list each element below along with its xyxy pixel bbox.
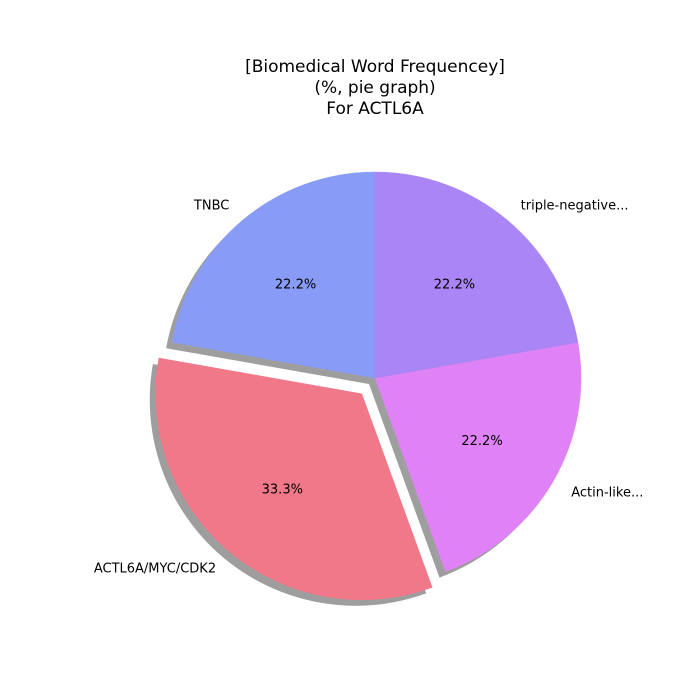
pie-slice-actin-like: [374, 341, 582, 572]
slice-percent-actin-like: 22.2%: [461, 434, 502, 449]
pie-slice-actl6a-myc-cdk2: [155, 357, 433, 601]
chart-title-line-1: [Biomedical Word Frequencey]: [245, 57, 505, 77]
slice-label-triple-negative: triple-negative...: [521, 198, 629, 213]
slice-percent-actl6a-myc-cdk2: 33.3%: [262, 482, 303, 497]
pie-slices: [155, 171, 582, 601]
chart-title-line-3: For ACTL6A: [326, 99, 424, 119]
slice-label-actin-like: Actin-like...: [571, 485, 643, 500]
slice-percent-tnbc: 22.2%: [275, 277, 316, 292]
slice-label-tnbc: TNBC: [193, 198, 229, 213]
slice-percent-triple-negative: 22.2%: [434, 277, 475, 292]
chart-title-line-2: (%, pie graph): [314, 78, 435, 98]
pie-slice-tnbc: [171, 171, 376, 379]
chart-title: [Biomedical Word Frequencey] (%, pie gra…: [245, 57, 505, 119]
pie-slice-triple-negative: [374, 171, 579, 379]
slice-label-actl6a-myc-cdk2: ACTL6A/MYC/CDK2: [94, 561, 216, 576]
slice-labels: TNBC 22.2% ACTL6A/MYC/CDK2 33.3% Actin-like.…: [94, 198, 644, 576]
